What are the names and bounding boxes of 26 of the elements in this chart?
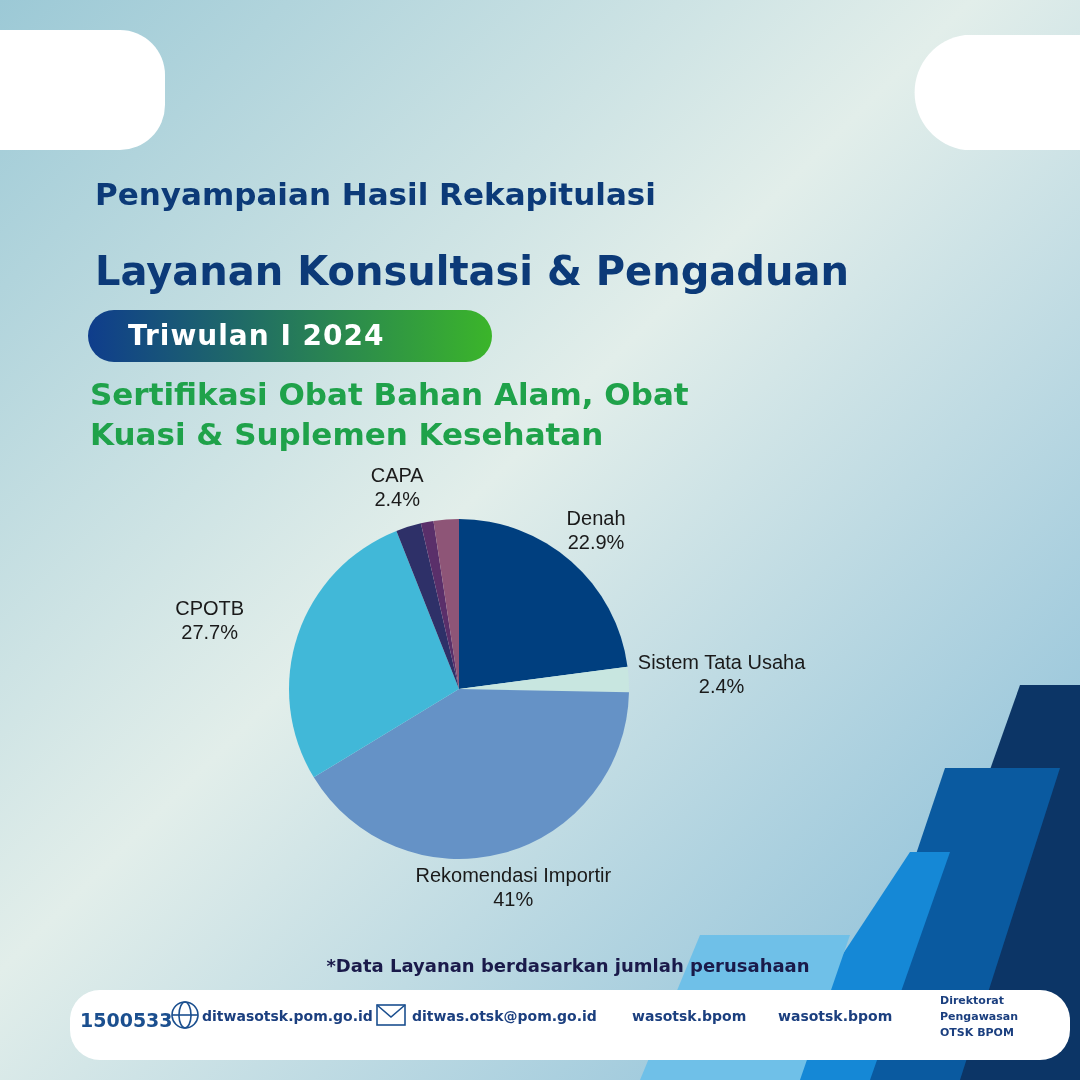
text: ditwas.otsk@pom.go.id bbox=[412, 1008, 597, 1024]
data-label: 27.7% bbox=[181, 620, 239, 643]
data-label: 41% bbox=[493, 887, 534, 910]
pie-slice bbox=[313, 689, 629, 859]
data-label: 2.4% bbox=[374, 488, 421, 511]
pie-slice bbox=[420, 520, 459, 689]
pie-slice bbox=[289, 530, 459, 778]
text: *Data Layanan berdasarkan jumlah perusahaan bbox=[326, 955, 810, 976]
slice-label: Sistem Tata Usaha bbox=[637, 651, 807, 674]
slice-label: Rekomendasi Importir bbox=[415, 863, 612, 886]
text: wasotsk.bpom bbox=[778, 1008, 893, 1024]
text: Sertifikasi Obat Bahan Alam, Obat Kuasi & Suplemen Kesehatan bbox=[90, 376, 689, 452]
text: Direktorat Pengawasan OTSK BPOM bbox=[940, 994, 1019, 1039]
text: Triwulan I 2024 bbox=[128, 319, 385, 352]
slice-label: Denah bbox=[566, 506, 626, 529]
pie-slice bbox=[433, 519, 459, 689]
chart-title: Penyampaian Hasil Rekapitulasi bbox=[95, 176, 656, 212]
pie-slice bbox=[396, 523, 459, 689]
text: ditwasotsk.pom.go.id bbox=[202, 1008, 373, 1024]
slice-label: CAPA bbox=[370, 464, 425, 487]
data-label: 2.4% bbox=[698, 675, 745, 698]
text: 1500533 bbox=[80, 1009, 173, 1031]
text: wasotsk.bpom bbox=[632, 1008, 747, 1024]
data-label: 22.9% bbox=[567, 530, 625, 553]
chart-subtitle: Layanan Konsultasi & Pengaduan bbox=[95, 248, 849, 294]
slice-label: CPOTB bbox=[175, 596, 245, 619]
